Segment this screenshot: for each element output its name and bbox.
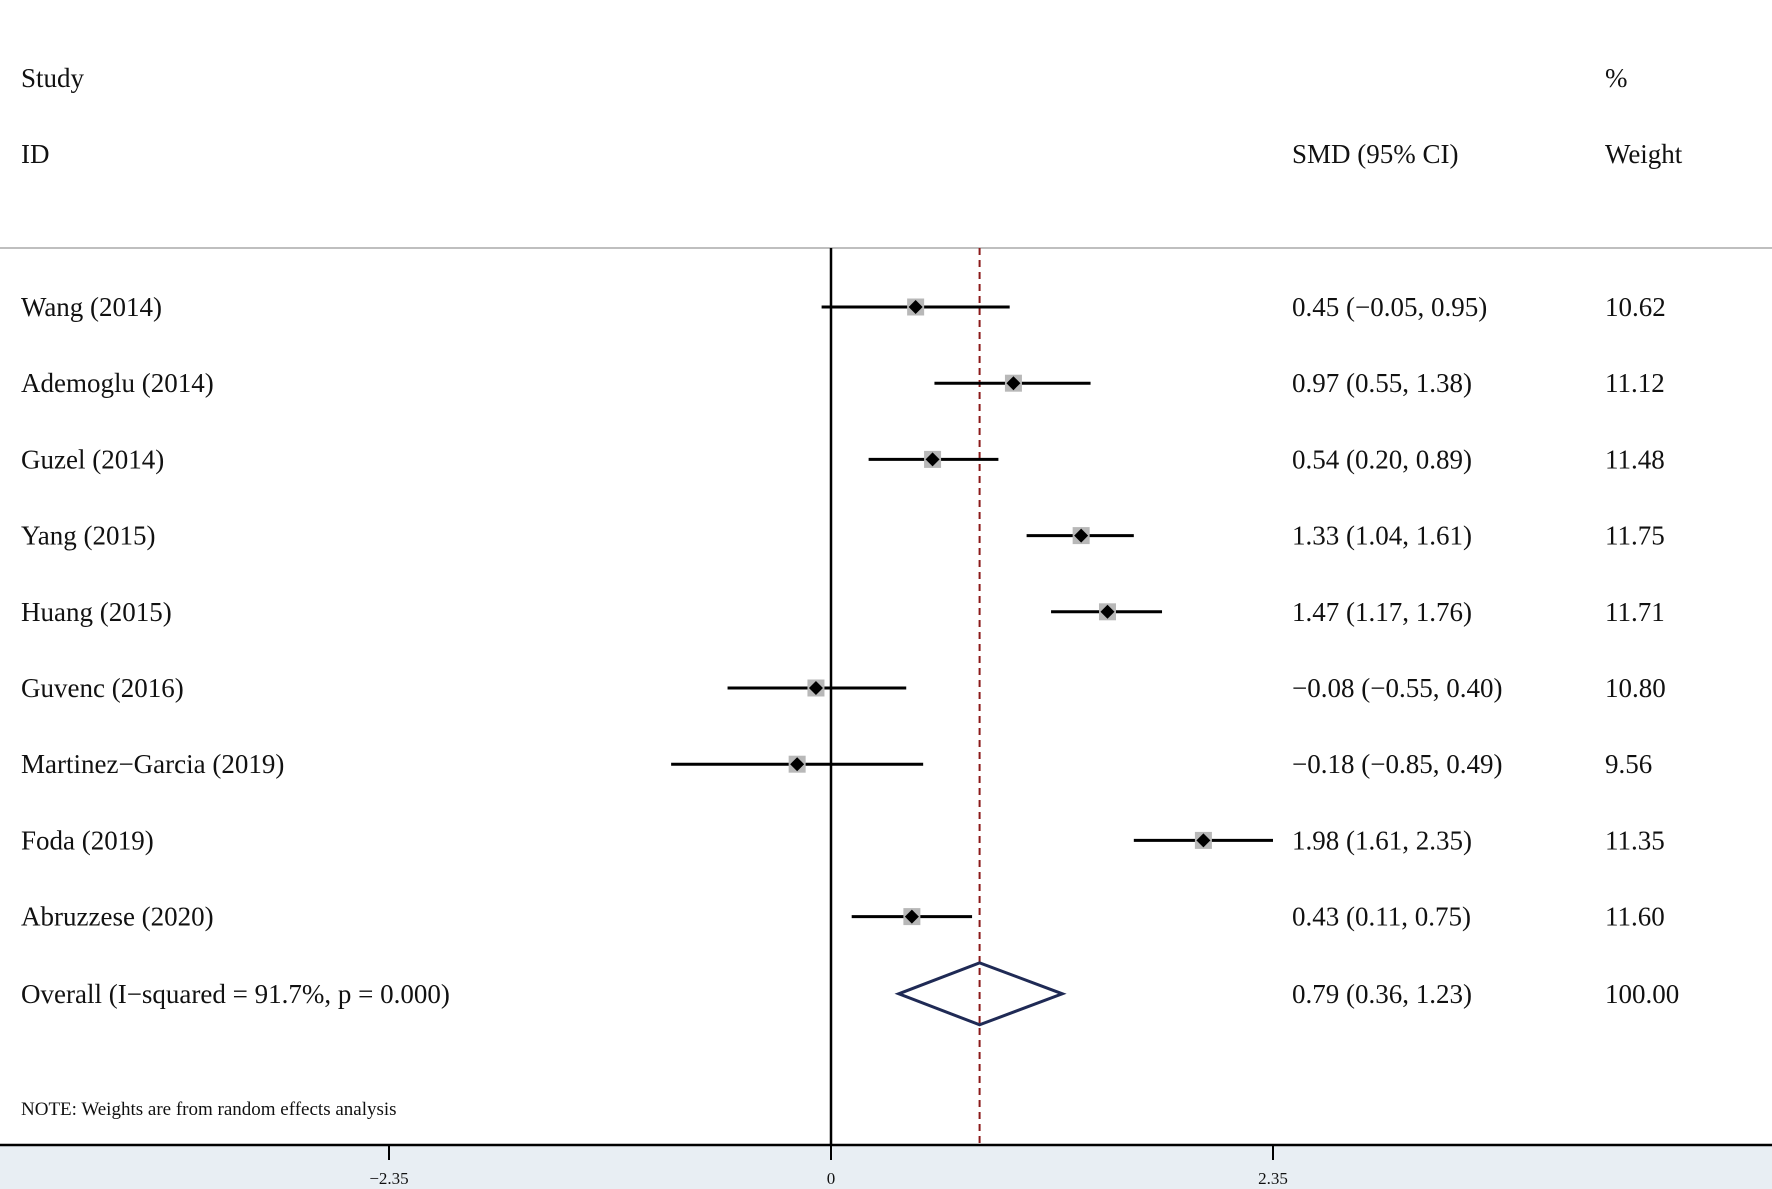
study-label: Foda (2019) <box>21 825 154 855</box>
ci-text: 1.98 (1.61, 2.35) <box>1292 825 1472 855</box>
point-estimate <box>808 681 823 695</box>
study-label: Yang (2015) <box>21 521 156 551</box>
axis-tick-label: 0 <box>827 1169 836 1188</box>
study-row: Ademoglu (2014) 0.97 (0.55, 1.38) 11.12 <box>21 368 1665 398</box>
header-id: ID <box>21 139 50 169</box>
ci-text: −0.08 (−0.55, 0.40) <box>1292 673 1502 703</box>
header-study: Study <box>21 63 85 93</box>
overall-diamond <box>894 961 1067 1027</box>
overall-row: Overall (I−squared = 91.7%, p = 0.000) 0.… <box>21 961 1679 1027</box>
study-row: Guzel (2014) 0.54 (0.20, 0.89) 11.48 <box>21 444 1665 474</box>
weight-value: 9.56 <box>1605 749 1652 779</box>
study-row: Martinez−Garcia (2019) −0.18 (−0.85, 0.49… <box>21 749 1652 779</box>
study-row: Huang (2015) 1.47 (1.17, 1.76) 11.71 <box>21 597 1665 627</box>
study-label: Huang (2015) <box>21 597 172 627</box>
point-estimate <box>908 300 923 314</box>
study-row: Foda (2019) 1.98 (1.61, 2.35) 11.35 <box>21 825 1665 855</box>
study-label: Guzel (2014) <box>21 444 164 474</box>
overall-ci-text: 0.79 (0.36, 1.23) <box>1292 979 1472 1009</box>
study-row: Abruzzese (2020) 0.43 (0.11, 0.75) 11.60 <box>21 902 1665 932</box>
ci-text: 0.43 (0.11, 0.75) <box>1292 902 1471 932</box>
point-estimate <box>1196 833 1211 848</box>
point-estimate <box>1006 376 1021 391</box>
study-label: Wang (2014) <box>21 292 162 322</box>
weight-value: 11.35 <box>1605 825 1665 855</box>
point-estimate <box>1100 604 1115 619</box>
point-estimate <box>925 452 940 467</box>
point-estimate <box>904 909 919 924</box>
ci-text: 0.45 (−0.05, 0.95) <box>1292 292 1487 322</box>
weight-value: 10.80 <box>1605 673 1666 703</box>
ci-text: 1.33 (1.04, 1.61) <box>1292 521 1472 551</box>
ci-text: 0.97 (0.55, 1.38) <box>1292 368 1472 398</box>
study-label: Guvenc (2016) <box>21 673 184 703</box>
axis-tick-label: 2.35 <box>1258 1169 1288 1188</box>
study-row: Yang (2015) 1.33 (1.04, 1.61) 11.75 <box>21 521 1665 551</box>
ci-text: −0.18 (−0.85, 0.49) <box>1292 749 1502 779</box>
weight-value: 11.12 <box>1605 368 1665 398</box>
ci-text: 1.47 (1.17, 1.76) <box>1292 597 1472 627</box>
axis-band <box>0 1145 1772 1189</box>
weight-value: 11.60 <box>1605 902 1665 932</box>
x-axis: −2.35 0 2.35 <box>0 1143 1772 1188</box>
axis-tick-label: −2.35 <box>369 1169 408 1188</box>
study-row: Wang (2014) 0.45 (−0.05, 0.95) 10.62 <box>21 292 1666 322</box>
overall-weight: 100.00 <box>1605 979 1679 1009</box>
weight-value: 10.62 <box>1605 292 1666 322</box>
study-rows: Wang (2014) 0.45 (−0.05, 0.95) 10.62 Ademog… <box>21 292 1666 932</box>
study-label: Ademoglu (2014) <box>21 368 214 398</box>
ci-text: 0.54 (0.20, 0.89) <box>1292 444 1472 474</box>
study-row: Guvenc (2016) −0.08 (−0.55, 0.40) 10.80 <box>21 673 1666 703</box>
study-label: Abruzzese (2020) <box>21 902 214 932</box>
header-effect: SMD (95% CI) <box>1292 139 1459 169</box>
point-estimate <box>1074 528 1089 543</box>
study-label: Martinez−Garcia (2019) <box>21 749 284 779</box>
header-weight-percent: % <box>1605 63 1628 93</box>
weight-value: 11.48 <box>1605 444 1665 474</box>
overall-label: Overall (I−squared = 91.7%, p = 0.000) <box>21 979 450 1009</box>
weights-note: NOTE: Weights are from random effects an… <box>21 1099 397 1120</box>
header-weight: Weight <box>1605 139 1683 169</box>
point-estimate <box>790 757 805 772</box>
weight-value: 11.75 <box>1605 521 1665 551</box>
weight-value: 11.71 <box>1605 597 1665 627</box>
